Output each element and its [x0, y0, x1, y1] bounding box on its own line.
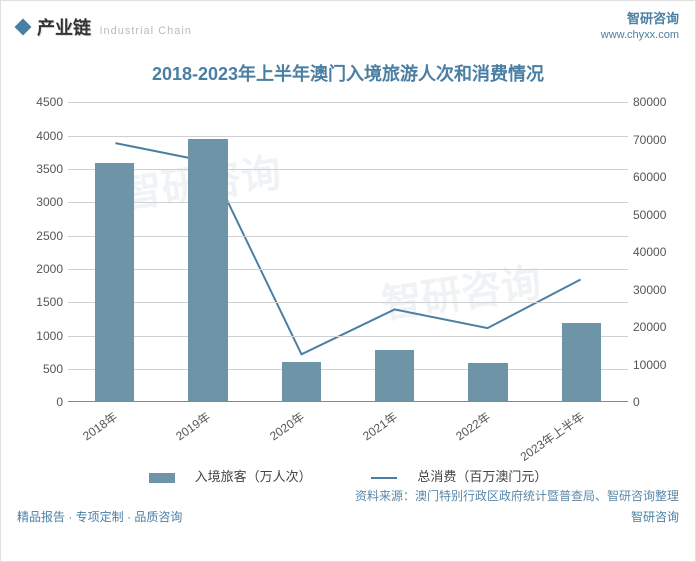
brand: 智研咨询 www.chyxx.com — [601, 11, 679, 42]
section-label: 产业链 — [37, 18, 91, 38]
legend-bar-label: 入境旅客（万人次） — [195, 469, 312, 484]
y-right-tick: 50000 — [633, 208, 678, 222]
header-left: 产业链 Industrial Chain — [17, 14, 192, 40]
y-left-tick: 3500 — [18, 162, 63, 176]
gridline — [68, 302, 628, 303]
bar — [468, 363, 507, 401]
gridline — [68, 136, 628, 137]
y-right-tick: 0 — [633, 395, 678, 409]
x-axis-labels: 2018年 2019年 2020年 2021年 2022年 2023年上半年 — [68, 402, 628, 462]
x-tick-label: 2023年上半年 — [516, 408, 587, 465]
x-tick-label: 2020年 — [266, 408, 307, 444]
x-tick-label: 2021年 — [359, 408, 400, 444]
footer-right: 智研咨询 — [631, 508, 679, 525]
brand-name: 智研咨询 — [601, 11, 679, 28]
footer-left: 精品报告 · 专项定制 · 品质咨询 — [17, 508, 182, 525]
gridline — [68, 269, 628, 270]
y-left-tick: 3000 — [18, 195, 63, 209]
section-label-en: Industrial Chain — [99, 25, 191, 37]
line-layer — [68, 102, 628, 401]
y-right-tick: 60000 — [633, 170, 678, 184]
bar-swatch-icon — [149, 473, 175, 483]
y-right-tick: 40000 — [633, 245, 678, 259]
y-left-tick: 4000 — [18, 129, 63, 143]
bar — [562, 323, 601, 402]
x-tick-label: 2019年 — [172, 408, 213, 444]
chart-title: 2018-2023年上半年澳门入境旅游人次和消费情况 — [1, 60, 695, 86]
line-swatch-icon — [371, 477, 397, 479]
y-left-tick: 2000 — [18, 262, 63, 276]
bar — [188, 139, 227, 402]
header: 产业链 Industrial Chain 智研咨询 www.chyxx.com — [1, 1, 695, 48]
y-left-tick: 2500 — [18, 229, 63, 243]
legend: 入境旅客（万人次） 总消费（百万澳门元） — [1, 466, 695, 485]
gridline — [68, 236, 628, 237]
y-left-tick: 1000 — [18, 329, 63, 343]
y-right-tick: 10000 — [633, 358, 678, 372]
gridline — [68, 336, 628, 337]
y-right-tick: 30000 — [633, 283, 678, 297]
brand-url: www.chyxx.com — [601, 28, 679, 42]
diamond-icon — [15, 18, 32, 35]
y-left-tick: 4500 — [18, 95, 63, 109]
gridline — [68, 369, 628, 370]
x-tick-label: 2022年 — [452, 408, 493, 444]
x-tick-label: 2018年 — [79, 408, 120, 444]
legend-line: 总消费（百万澳门元） — [357, 469, 561, 484]
footer: 精品报告 · 专项定制 · 品质咨询 智研咨询 — [1, 504, 695, 533]
bar — [282, 362, 321, 401]
chart-area: 0500100015002000250030003500400045000100… — [18, 102, 678, 462]
gridline — [68, 169, 628, 170]
y-left-tick: 500 — [18, 362, 63, 376]
gridline — [68, 202, 628, 203]
line-series — [115, 143, 580, 354]
y-left-tick: 0 — [18, 395, 63, 409]
legend-bar: 入境旅客（万人次） — [135, 469, 326, 484]
y-right-tick: 80000 — [633, 95, 678, 109]
bar — [375, 350, 414, 401]
y-left-tick: 1500 — [18, 295, 63, 309]
y-right-tick: 70000 — [633, 133, 678, 147]
gridline — [68, 102, 628, 103]
y-right-tick: 20000 — [633, 320, 678, 334]
plot: 0500100015002000250030003500400045000100… — [68, 102, 628, 402]
bar — [95, 163, 134, 402]
source-text: 资料来源：澳门特别行政区政府统计暨普查局、智研咨询整理 — [1, 485, 695, 504]
legend-line-label: 总消费（百万澳门元） — [417, 469, 547, 484]
